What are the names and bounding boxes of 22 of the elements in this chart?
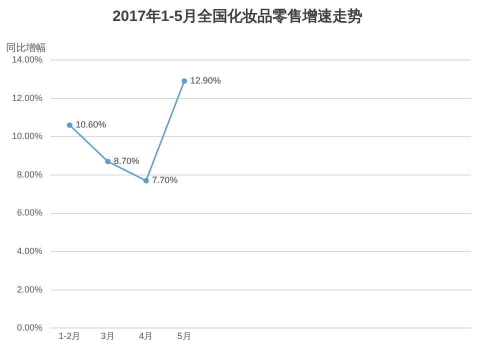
y-tick-label: 12.00% — [12, 92, 43, 103]
data-label: 12.90% — [190, 76, 221, 86]
x-tick-label: 4月 — [139, 331, 154, 342]
y-tick-label: 10.00% — [12, 131, 43, 142]
x-tick-label: 3月 — [100, 331, 115, 342]
y-tick-label: 6.00% — [16, 208, 43, 218]
y-tick-label: 4.00% — [16, 246, 43, 256]
x-tick-label: 1-2月 — [58, 331, 81, 342]
y-tick-label: 2.00% — [16, 284, 43, 294]
point — [105, 158, 111, 164]
y-tick-label: 0.00% — [16, 322, 43, 333]
data-label: 8.70% — [114, 156, 140, 166]
data-label: 7.70% — [152, 175, 178, 186]
y-tick-label: 8.00% — [16, 169, 43, 180]
y-tick-label: 14.00% — [12, 54, 43, 64]
point — [66, 122, 72, 128]
data-label: 10.60% — [76, 120, 106, 130]
chart-title: 2017年1-5月全国化妆品零售增速走势 — [112, 8, 363, 26]
point — [143, 178, 149, 184]
point — [182, 78, 188, 84]
y-axis-title: 同比增幅 — [6, 42, 46, 54]
x-tick-label: 5月 — [177, 331, 192, 342]
